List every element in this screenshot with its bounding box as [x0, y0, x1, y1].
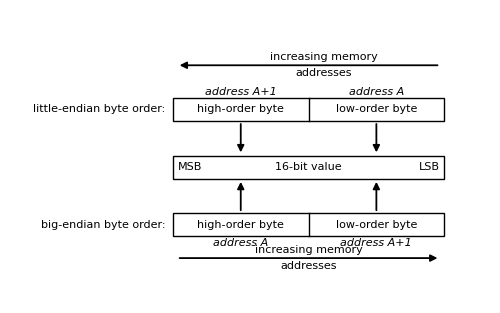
Bar — [173, 156, 444, 178]
Text: little-endian byte order:: little-endian byte order: — [33, 104, 165, 114]
Text: low-order byte: low-order byte — [336, 104, 417, 114]
Text: high-order byte: high-order byte — [198, 104, 284, 114]
Text: address A: address A — [349, 87, 404, 97]
Text: LSB: LSB — [418, 162, 440, 172]
Text: 16-bit value: 16-bit value — [275, 162, 342, 172]
Text: address A+1: address A+1 — [340, 238, 412, 248]
Text: increasing memory: increasing memory — [270, 52, 378, 62]
Bar — [173, 213, 444, 236]
Text: increasing memory: increasing memory — [254, 245, 362, 255]
Text: addresses: addresses — [296, 68, 352, 78]
Text: MSB: MSB — [178, 162, 202, 172]
Bar — [173, 98, 444, 121]
Text: low-order byte: low-order byte — [336, 220, 417, 230]
Text: address A+1: address A+1 — [205, 87, 277, 97]
Text: high-order byte: high-order byte — [198, 220, 284, 230]
Text: addresses: addresses — [280, 261, 337, 271]
Text: address A: address A — [213, 238, 268, 248]
Text: big-endian byte order:: big-endian byte order: — [40, 220, 165, 230]
